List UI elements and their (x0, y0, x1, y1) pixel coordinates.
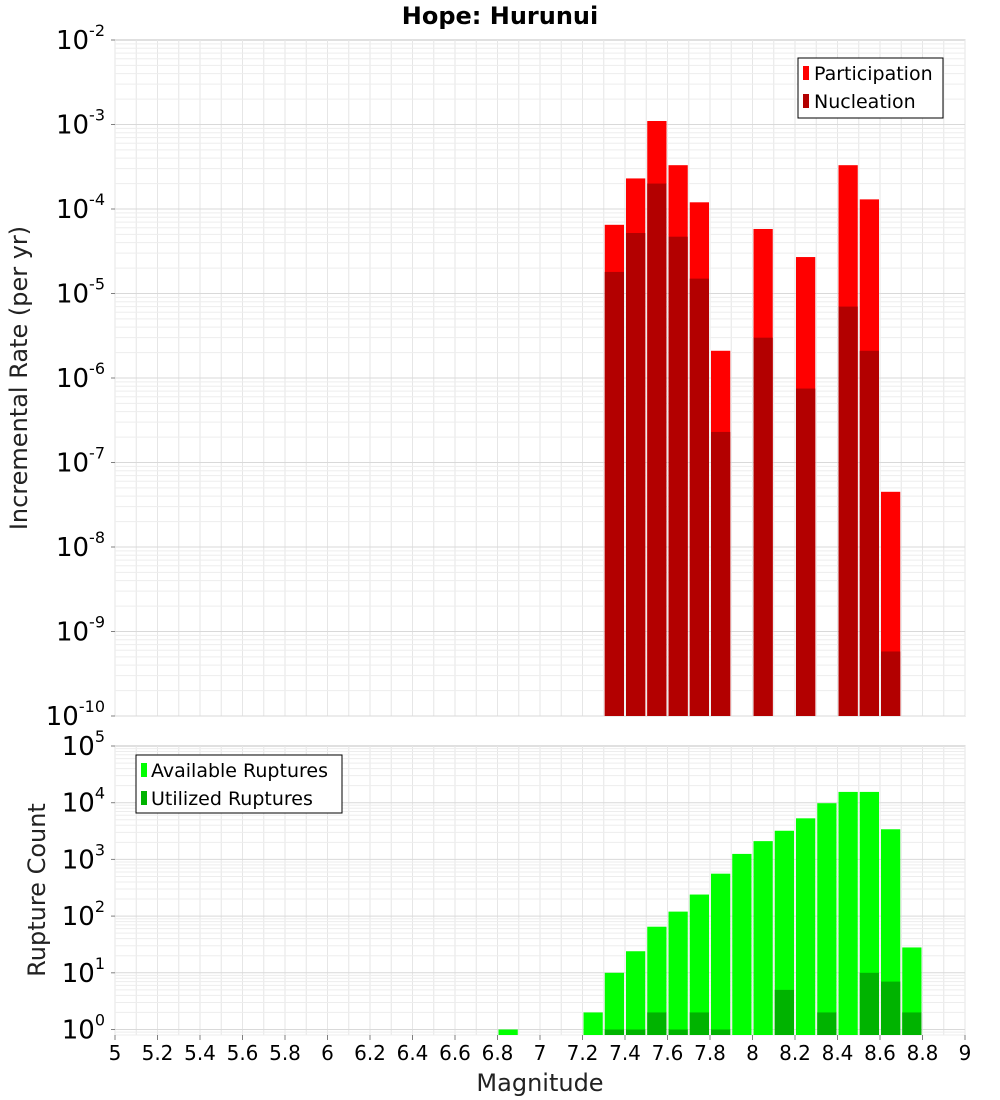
rate-y-axis-label: Incremental Rate (per yr) (5, 226, 33, 530)
bar-available-ruptures (732, 853, 752, 1035)
bar-utilized-ruptures (881, 981, 901, 1035)
bar-nucleation (796, 388, 816, 716)
legend-label-utilized-ruptures: Utilized Ruptures (151, 788, 313, 810)
x-tick-label: 6.4 (397, 1041, 429, 1065)
x-tick-label: 7.6 (652, 1041, 684, 1065)
count-y-tick-label: 102 (62, 897, 105, 932)
legend-swatch-utilized-ruptures (141, 791, 147, 805)
bar-utilized-ruptures (859, 972, 879, 1035)
x-tick-label: 6.2 (354, 1041, 386, 1065)
count-y-tick-label: 105 (62, 727, 105, 762)
legend-swatch-available-ruptures (141, 763, 147, 777)
rate-legend: Participation Nucleation (797, 57, 944, 119)
rate-bars (604, 121, 901, 717)
x-tick-label: 5.4 (184, 1041, 216, 1065)
legend-label-participation: Participation (814, 63, 933, 85)
bar-available-ruptures (796, 818, 816, 1035)
x-tick-label: 6.8 (482, 1041, 514, 1065)
legend-swatch-nucleation (803, 94, 809, 108)
rate-y-tick-label: 10-10 (46, 697, 105, 732)
count-y-tick-label: 104 (62, 784, 105, 819)
bar-available-ruptures (626, 951, 646, 1035)
count-y-ticks: 100 101 102 103 104 105 (62, 727, 115, 1046)
rate-y-tick-label: 10-8 (56, 528, 105, 563)
rate-grid (114, 40, 966, 717)
count-y-tick-label: 100 (62, 1011, 105, 1046)
bar-utilized-ruptures (689, 1012, 709, 1035)
bar-utilized-ruptures (774, 989, 794, 1035)
count-y-axis-label: Rupture Count (23, 803, 51, 977)
bar-utilized-ruptures (902, 1012, 922, 1035)
chart-title: Hope: Hurunui (402, 2, 598, 30)
bar-nucleation (711, 431, 731, 716)
rate-panel: 10-10 10-9 10-8 10-7 10-6 10-5 10-4 10-3 10-2 In… (5, 21, 966, 732)
x-tick-label: 5.2 (142, 1041, 174, 1065)
count-panel: 100 101 102 103 104 105 5 5.2 5.4 5.6 5.8 6 6.2 6.4 6… (23, 727, 971, 1097)
bar-utilized-ruptures (817, 1012, 837, 1035)
count-legend-box (135, 754, 343, 814)
legend-label-nucleation: Nucleation (814, 91, 916, 113)
bar-available-ruptures (498, 1029, 518, 1035)
x-axis-label: Magnitude (476, 1069, 603, 1097)
x-tick-label: 8 (746, 1041, 759, 1065)
x-tick-label: 8.8 (907, 1041, 939, 1065)
count-legend: Available Ruptures Utilized Ruptures (135, 754, 343, 814)
bar-available-ruptures (817, 803, 837, 1035)
bar-available-ruptures (583, 1012, 603, 1035)
bar-nucleation (647, 183, 667, 716)
bar-available-ruptures (711, 873, 731, 1035)
bar-nucleation (626, 232, 646, 716)
legend-swatch-participation (803, 66, 809, 80)
bar-available-ruptures (838, 791, 858, 1035)
count-y-tick-label: 101 (62, 954, 105, 989)
bar-available-ruptures (689, 894, 709, 1035)
bar-available-ruptures (604, 972, 624, 1035)
legend-label-available-ruptures: Available Ruptures (151, 760, 328, 782)
bar-available-ruptures (753, 841, 773, 1035)
count-bars (498, 791, 922, 1035)
rate-y-tick-label: 10-3 (56, 106, 105, 141)
rate-y-tick-label: 10-6 (56, 359, 105, 394)
bar-utilized-ruptures (668, 1029, 688, 1035)
bar-nucleation (881, 651, 901, 716)
x-tick-label: 7.8 (694, 1041, 726, 1065)
bar-nucleation (604, 271, 624, 716)
bar-available-ruptures (774, 830, 794, 1035)
bar-available-ruptures (647, 926, 667, 1035)
x-tick-label: 5 (109, 1041, 122, 1065)
bar-utilized-ruptures (647, 1012, 667, 1035)
x-tick-label: 6.6 (439, 1041, 471, 1065)
rate-legend-box (797, 57, 944, 119)
bar-nucleation (668, 236, 688, 716)
bar-utilized-ruptures (711, 1029, 731, 1035)
rate-y-tick-label: 10-4 (56, 190, 105, 225)
bar-nucleation (753, 337, 773, 716)
x-tick-label: 9 (959, 1041, 972, 1065)
rate-y-tick-label: 10-5 (56, 275, 105, 310)
rate-y-ticks: 10-10 10-9 10-8 10-7 10-6 10-5 10-4 10-3 10-2 (46, 21, 115, 732)
x-tick-label: 5.6 (227, 1041, 259, 1065)
bar-utilized-ruptures (604, 1029, 624, 1035)
count-y-tick-label: 103 (62, 840, 105, 875)
rate-y-tick-label: 10-9 (56, 613, 105, 648)
bar-utilized-ruptures (626, 1029, 646, 1035)
bar-nucleation (838, 306, 858, 716)
magnitude-x-ticks: 5 5.2 5.4 5.6 5.8 6 6.2 6.4 6.6 6.8 7 7.2 7.4 7.6 7.8 8… (109, 1035, 972, 1065)
rate-y-tick-label: 10-2 (56, 21, 105, 56)
x-tick-label: 8.2 (779, 1041, 811, 1065)
bar-available-ruptures (668, 911, 688, 1035)
x-tick-label: 7 (534, 1041, 547, 1065)
x-tick-label: 7.4 (609, 1041, 641, 1065)
x-tick-label: 6 (321, 1041, 334, 1065)
x-tick-label: 8.6 (864, 1041, 896, 1065)
x-tick-label: 5.8 (269, 1041, 301, 1065)
bar-nucleation (689, 278, 709, 716)
bar-nucleation (859, 350, 879, 716)
rate-y-tick-label: 10-7 (56, 444, 105, 479)
x-tick-label: 8.4 (822, 1041, 854, 1065)
x-tick-label: 7.2 (567, 1041, 599, 1065)
